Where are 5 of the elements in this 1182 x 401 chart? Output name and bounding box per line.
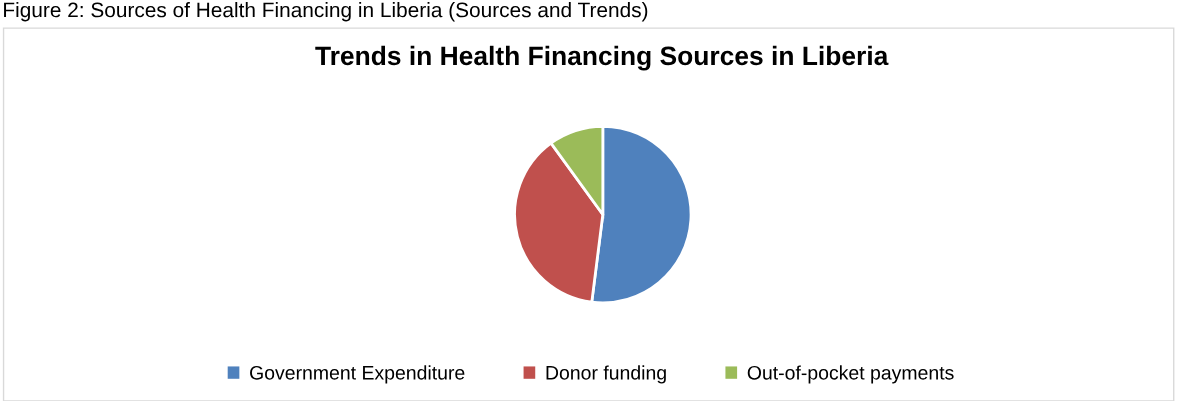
legend-label: Donor funding bbox=[546, 365, 666, 384]
caption: Figure 2: Sources of Health Financing in Liberia (Sources and Trends) bbox=[4, 2, 648, 22]
legend-label: Out-of-pocket payments bbox=[747, 365, 954, 384]
chart-title: Trends in Health Financing Sources in Liberia bbox=[315, 45, 889, 71]
legend-label: Government Expenditure bbox=[250, 365, 465, 384]
